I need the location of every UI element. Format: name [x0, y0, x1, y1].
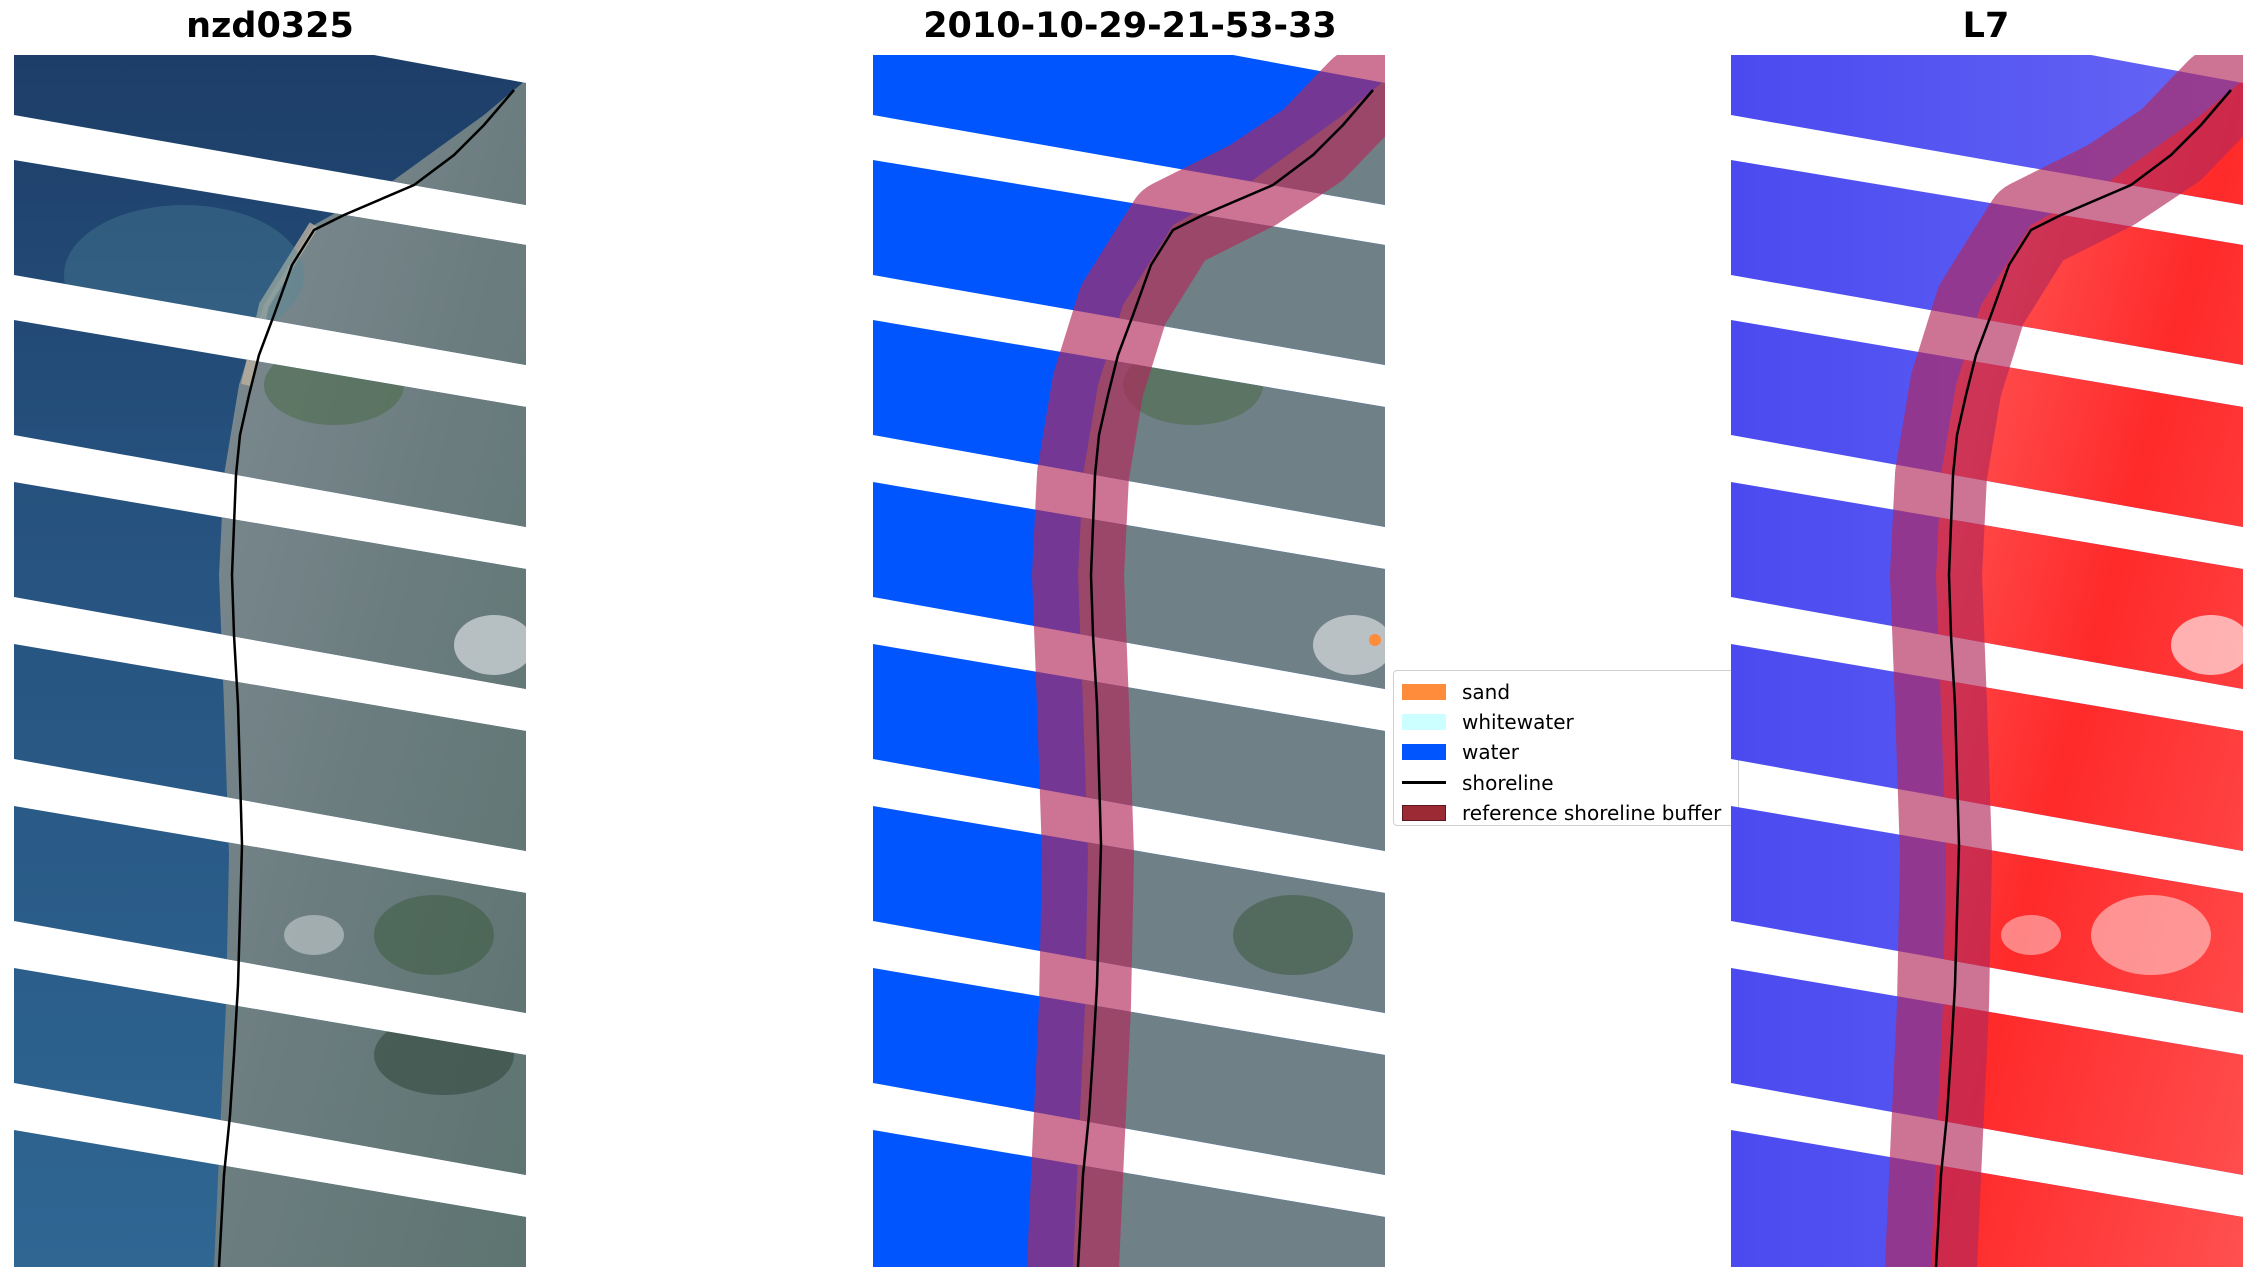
legend-label: sand [1462, 680, 1511, 705]
shoreline-line [1076, 89, 1374, 1267]
classified-image-panel [873, 55, 1385, 1267]
whitewater-swatch [1402, 714, 1446, 731]
reference-shoreline-buffer [1027, 55, 1385, 1267]
water-swatch [1402, 744, 1446, 761]
index-image-panel [1731, 55, 2243, 1267]
buffer-swatch [1402, 804, 1446, 821]
legend-item-sand: sand [1402, 677, 1738, 707]
rgb-image-panel [14, 55, 526, 1267]
legend-item-water: water [1402, 737, 1738, 767]
legend-item-whitewater: whitewater [1402, 707, 1738, 737]
shoreline-line [1934, 89, 2232, 1267]
legend: sand whitewater water shoreline referenc… [1393, 670, 1739, 826]
reference-shoreline-buffer [1885, 55, 2243, 1267]
legend-item-buffer: reference shoreline buffer [1402, 798, 1738, 828]
legend-label: reference shoreline buffer [1462, 800, 1722, 825]
shoreline-swatch [1402, 781, 1446, 785]
panel-title-classified: 2010-10-29-21-53-33 [923, 6, 1337, 46]
shoreline-line [217, 89, 515, 1267]
legend-label: water [1462, 740, 1519, 765]
panel-title-rgb: nzd0325 [186, 6, 354, 46]
panel-title-index: L7 [1962, 6, 2010, 46]
legend-label: whitewater [1462, 710, 1574, 735]
sand-pixel [1369, 634, 1381, 646]
legend-label: shoreline [1462, 770, 1554, 795]
legend-item-shoreline: shoreline [1402, 768, 1738, 798]
sand-swatch [1402, 684, 1446, 701]
